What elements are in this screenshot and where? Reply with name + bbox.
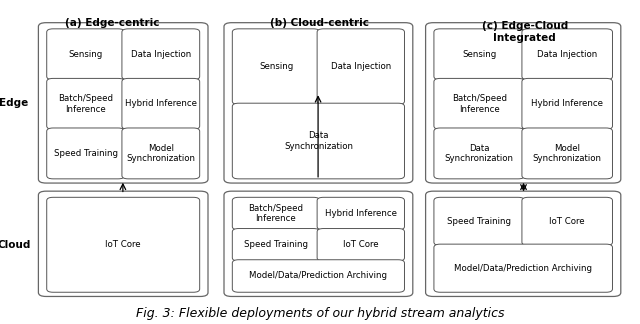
Text: Data Injection: Data Injection [131, 50, 191, 59]
Text: Hybrid Inference: Hybrid Inference [125, 99, 197, 108]
FancyBboxPatch shape [426, 191, 621, 296]
Text: (a) Edge-centric: (a) Edge-centric [65, 18, 159, 28]
Text: Hybrid Inference: Hybrid Inference [531, 99, 604, 108]
FancyBboxPatch shape [522, 29, 612, 80]
Text: Speed Training: Speed Training [54, 149, 118, 158]
Text: Data
Synchronization: Data Synchronization [445, 144, 514, 163]
FancyBboxPatch shape [232, 197, 319, 230]
FancyBboxPatch shape [522, 128, 612, 179]
Text: Data Injection: Data Injection [537, 50, 597, 59]
Text: IoT Core: IoT Core [106, 240, 141, 249]
Text: Cloud: Cloud [0, 240, 31, 249]
FancyBboxPatch shape [232, 29, 319, 105]
Text: Fig. 3: Flexible deployments of our hybrid stream analytics: Fig. 3: Flexible deployments of our hybr… [136, 307, 504, 320]
FancyBboxPatch shape [122, 128, 200, 179]
Text: (b) Cloud-centric: (b) Cloud-centric [271, 18, 369, 28]
Text: IoT Core: IoT Core [549, 217, 585, 226]
FancyBboxPatch shape [122, 29, 200, 80]
Text: Batch/Speed
Inference: Batch/Speed Inference [452, 94, 507, 113]
FancyBboxPatch shape [434, 128, 525, 179]
FancyBboxPatch shape [522, 197, 612, 246]
Text: Edge: Edge [0, 98, 29, 108]
Text: Data
Synchronization: Data Synchronization [284, 131, 353, 151]
Text: Model
Synchronization: Model Synchronization [126, 144, 195, 163]
Text: Sensing: Sensing [259, 62, 293, 71]
FancyBboxPatch shape [434, 197, 525, 246]
FancyBboxPatch shape [224, 191, 413, 296]
Text: Batch/Speed
Inference: Batch/Speed Inference [58, 94, 113, 113]
FancyBboxPatch shape [426, 23, 621, 183]
FancyBboxPatch shape [232, 228, 319, 261]
FancyBboxPatch shape [38, 191, 208, 296]
FancyBboxPatch shape [122, 78, 200, 129]
FancyBboxPatch shape [317, 197, 404, 230]
FancyBboxPatch shape [47, 197, 200, 292]
Text: Speed Training: Speed Training [447, 217, 511, 226]
FancyBboxPatch shape [47, 78, 124, 129]
Text: Hybrid Inference: Hybrid Inference [324, 209, 397, 218]
Text: Model
Synchronization: Model Synchronization [532, 144, 602, 163]
Text: Model/Data/Prediction Archiving: Model/Data/Prediction Archiving [250, 272, 387, 281]
Text: Batch/Speed
Inference: Batch/Speed Inference [248, 204, 303, 223]
FancyBboxPatch shape [317, 29, 404, 105]
Text: IoT Core: IoT Core [343, 240, 379, 249]
FancyBboxPatch shape [522, 78, 612, 129]
FancyBboxPatch shape [434, 29, 525, 80]
FancyBboxPatch shape [38, 23, 208, 183]
FancyBboxPatch shape [47, 29, 124, 80]
Text: Model/Data/Prediction Archiving: Model/Data/Prediction Archiving [454, 264, 592, 273]
FancyBboxPatch shape [232, 260, 404, 292]
FancyBboxPatch shape [434, 78, 525, 129]
FancyBboxPatch shape [317, 228, 404, 261]
Text: Sensing: Sensing [462, 50, 497, 59]
FancyBboxPatch shape [434, 244, 612, 292]
Text: (c) Edge-Cloud
Integrated: (c) Edge-Cloud Integrated [482, 21, 568, 43]
Text: Data Injection: Data Injection [331, 62, 391, 71]
Text: Sensing: Sensing [68, 50, 103, 59]
FancyBboxPatch shape [224, 23, 413, 183]
FancyBboxPatch shape [232, 103, 404, 179]
Text: Speed Training: Speed Training [244, 240, 308, 249]
FancyBboxPatch shape [47, 128, 124, 179]
